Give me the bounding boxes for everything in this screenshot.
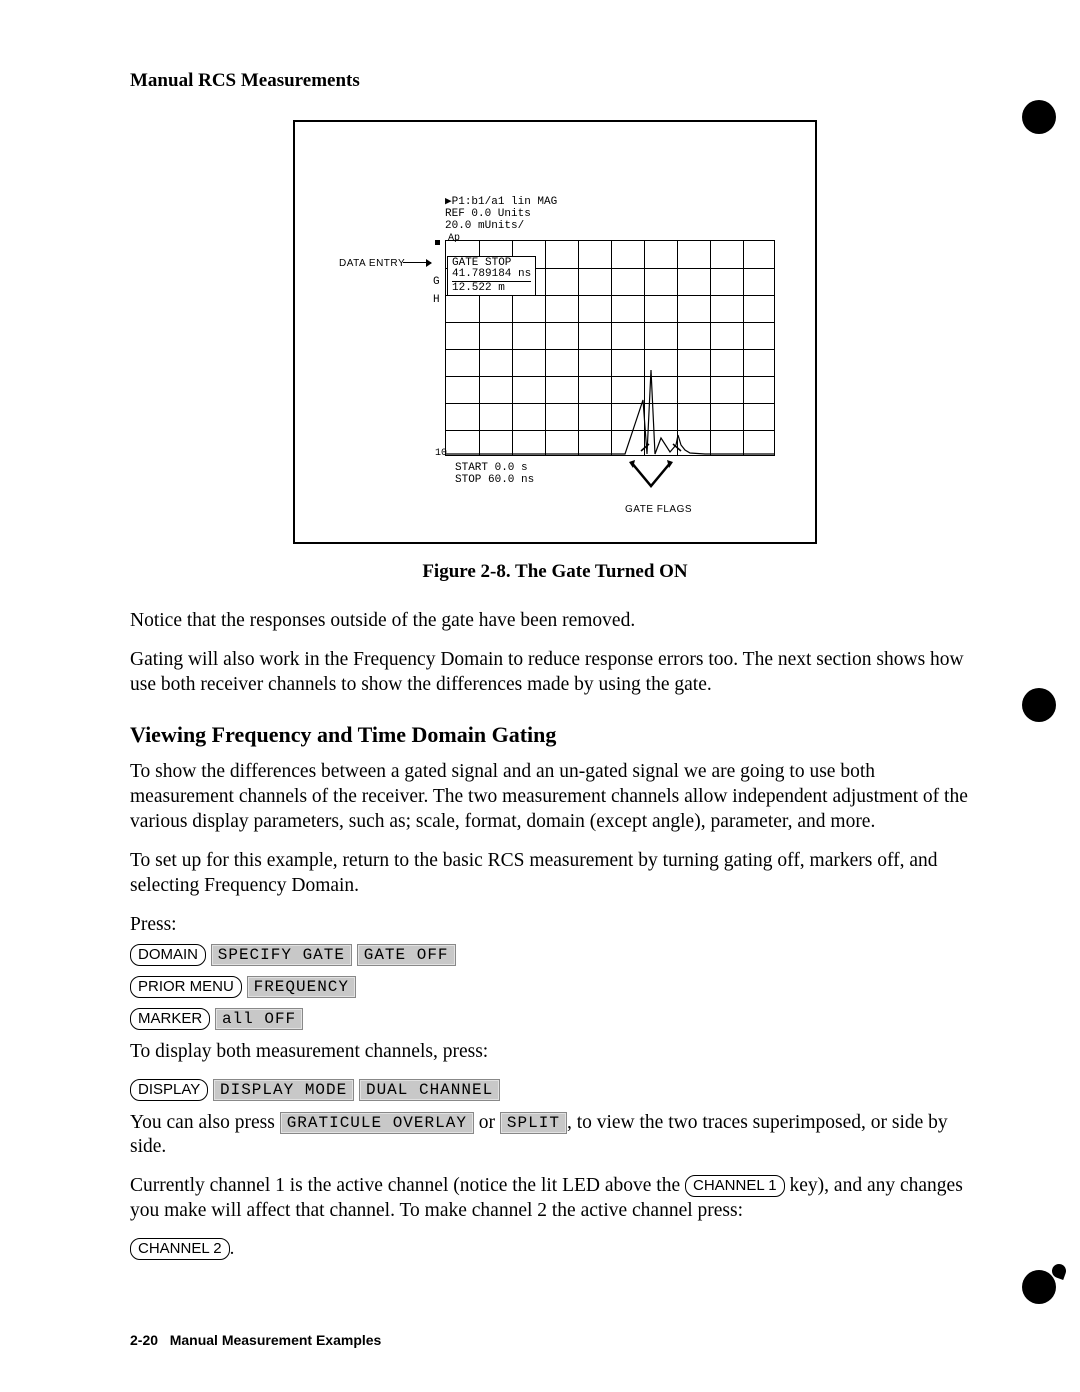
punch-hole bbox=[1022, 688, 1056, 722]
paragraph: To set up for this example, return to th… bbox=[130, 849, 980, 899]
punch-hole bbox=[1022, 1270, 1056, 1304]
gate-flags-label: GATE FLAGS bbox=[625, 504, 692, 515]
g-label: G bbox=[433, 276, 440, 288]
text: or bbox=[479, 1112, 500, 1133]
split-softkey: SPLIT bbox=[500, 1112, 567, 1134]
dual-channel-softkey: DUAL CHANNEL bbox=[359, 1079, 500, 1101]
key-sequence: PRIOR MENU FREQUENCY bbox=[130, 976, 980, 998]
text: Currently channel 1 is the active channe… bbox=[130, 1175, 685, 1196]
key-sequence: MARKER all OFF bbox=[130, 1008, 980, 1030]
arrow-icon bbox=[403, 262, 431, 263]
page-header: Manual RCS Measurements bbox=[130, 70, 980, 92]
press-label: Press: bbox=[130, 913, 980, 938]
display-key: DISPLAY bbox=[130, 1079, 208, 1101]
start-stop-block: START 0.0 s STOP 60.0 ns bbox=[455, 462, 534, 486]
punch-hole bbox=[1022, 100, 1056, 134]
gate-readout-box: GATE STOP 41.789184 ns 12.522 m bbox=[447, 256, 536, 296]
fig-head-line: REF 0.0 Units bbox=[445, 208, 557, 220]
channel-2-key: CHANNEL 2 bbox=[130, 1238, 230, 1260]
key-sequence: DOMAIN SPECIFY GATE GATE OFF bbox=[130, 944, 980, 966]
specify-gate-softkey: SPECIFY GATE bbox=[211, 944, 352, 966]
gate-off-softkey: GATE OFF bbox=[357, 944, 456, 966]
figure-heading: ▶P1:b1/a1 lin MAG REF 0.0 Units 20.0 mUn… bbox=[445, 196, 557, 232]
gate-line: 12.522 m bbox=[452, 281, 531, 294]
graticule-overlay-softkey: GRATICULE OVERLAY bbox=[280, 1112, 474, 1134]
start-line: START 0.0 s bbox=[455, 462, 534, 474]
data-entry-label: DATA ENTRY bbox=[339, 258, 405, 269]
gate-flag-pointer bbox=[625, 458, 685, 498]
stop-line: STOP 60.0 ns bbox=[455, 474, 534, 486]
section-heading: Viewing Frequency and Time Domain Gating bbox=[130, 722, 980, 748]
figure-2-8: DATA ENTRY ▶P1:b1/a1 lin MAG REF 0.0 Uni… bbox=[130, 120, 980, 549]
paragraph: Currently channel 1 is the active channe… bbox=[130, 1174, 980, 1224]
figure-box: DATA ENTRY ▶P1:b1/a1 lin MAG REF 0.0 Uni… bbox=[293, 120, 817, 544]
fig-head-line: ▶P1:b1/a1 lin MAG bbox=[445, 196, 557, 208]
paragraph: Gating will also work in the Frequency D… bbox=[130, 648, 980, 698]
frequency-softkey: FREQUENCY bbox=[247, 976, 356, 998]
fig-head-line: 20.0 mUnits/ bbox=[445, 220, 557, 232]
all-off-softkey: all OFF bbox=[215, 1008, 303, 1030]
scale-ten: 10 bbox=[435, 448, 447, 459]
figure-caption: Figure 2-8. The Gate Turned ON bbox=[130, 561, 980, 583]
prior-menu-key: PRIOR MENU bbox=[130, 976, 242, 998]
h-label: H bbox=[433, 294, 440, 306]
page-footer: 2-20 Manual Measurement Examples bbox=[130, 1332, 381, 1348]
footer-title: Manual Measurement Examples bbox=[170, 1332, 382, 1348]
paragraph: You can also press GRATICULE OVERLAY or … bbox=[130, 1111, 980, 1161]
key-sequence: DISPLAY DISPLAY MODE DUAL CHANNEL bbox=[130, 1079, 980, 1101]
footer-page-num: 2-20 bbox=[130, 1332, 158, 1348]
page: Manual RCS Measurements DATA ENTRY ▶P1:b… bbox=[0, 0, 1080, 1392]
domain-key: DOMAIN bbox=[130, 944, 206, 966]
key-sequence: CHANNEL 2. bbox=[130, 1238, 980, 1260]
channel-1-key: CHANNEL 1 bbox=[685, 1175, 785, 1197]
text: You can also press bbox=[130, 1112, 280, 1133]
paragraph: Notice that the responses outside of the… bbox=[130, 609, 980, 634]
paragraph: To show the differences between a gated … bbox=[130, 760, 980, 835]
marker-square-icon bbox=[435, 240, 440, 245]
paragraph: To display both measurement channels, pr… bbox=[130, 1040, 980, 1065]
display-mode-softkey: DISPLAY MODE bbox=[213, 1079, 354, 1101]
marker-key: MARKER bbox=[130, 1008, 210, 1030]
gate-line: 41.789184 ns bbox=[452, 269, 531, 280]
